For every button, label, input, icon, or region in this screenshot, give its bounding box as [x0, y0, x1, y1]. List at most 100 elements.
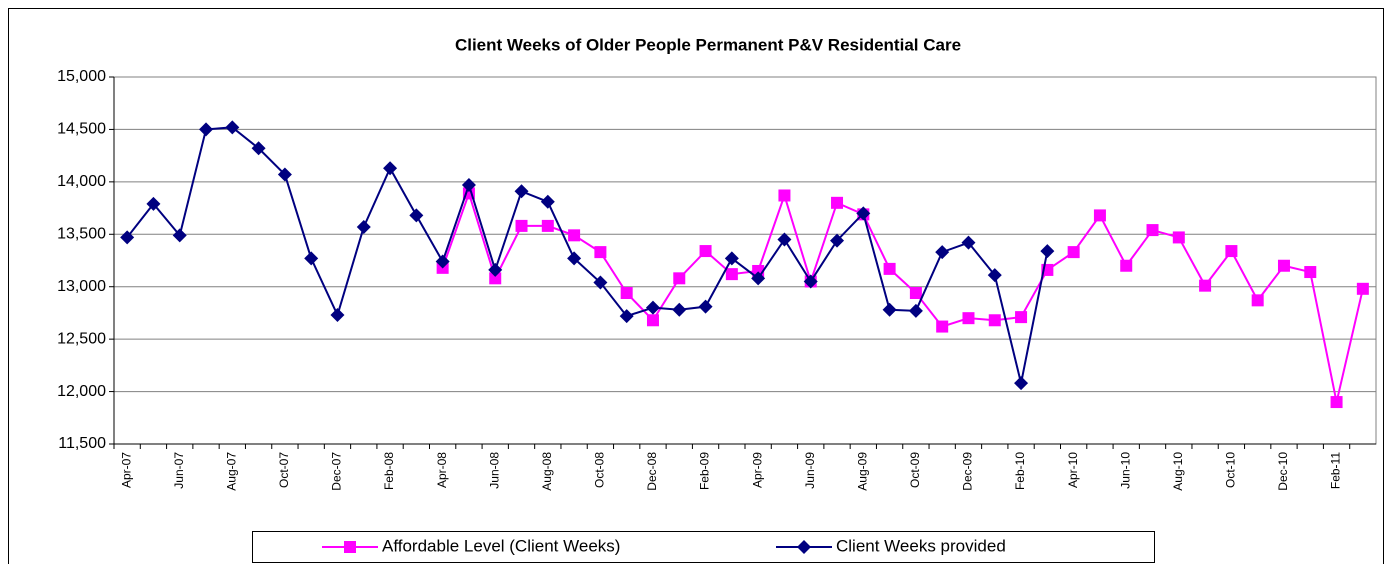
x-tick-label: Oct-10 — [1224, 452, 1238, 488]
marker — [383, 161, 398, 176]
marker — [461, 178, 476, 193]
y-tick-label: 14,500 — [57, 121, 106, 138]
marker — [1277, 259, 1290, 272]
marker — [489, 272, 502, 285]
marker — [1120, 259, 1133, 272]
marker — [251, 141, 266, 156]
y-tick-label: 13,500 — [57, 226, 106, 243]
marker — [935, 245, 950, 260]
marker — [673, 272, 686, 285]
x-tick-label: Oct-08 — [593, 452, 607, 488]
marker — [172, 228, 187, 243]
marker — [777, 232, 792, 247]
marker — [803, 274, 818, 289]
legend-label: Affordable Level (Client Weeks) — [382, 536, 620, 555]
marker — [594, 246, 607, 259]
marker — [751, 271, 766, 286]
marker — [856, 206, 871, 221]
marker — [514, 184, 529, 199]
x-tick-label: Dec-10 — [1276, 452, 1290, 491]
y-tick-label: 13,000 — [57, 278, 106, 295]
marker — [146, 196, 161, 211]
marker — [409, 208, 424, 223]
legend-box — [252, 531, 1155, 563]
marker — [961, 235, 976, 250]
marker — [356, 219, 371, 234]
marker — [435, 254, 450, 269]
marker — [277, 167, 292, 182]
marker — [330, 308, 345, 323]
marker — [831, 196, 844, 209]
x-tick-label: Feb-08 — [382, 452, 396, 490]
marker — [646, 314, 659, 327]
x-tick-label: Aug-08 — [540, 452, 554, 491]
marker — [1014, 376, 1029, 391]
marker — [909, 287, 922, 300]
marker — [568, 229, 581, 242]
marker — [936, 320, 949, 333]
marker — [540, 194, 555, 209]
marker — [1093, 209, 1106, 222]
x-tick-label: Feb-11 — [1329, 452, 1343, 489]
x-tick-label: Jun-07 — [172, 452, 186, 489]
marker — [1304, 266, 1317, 279]
x-tick-label: Dec-07 — [330, 452, 344, 491]
y-tick-label: 14,000 — [57, 173, 106, 190]
x-tick-label: Aug-10 — [1171, 452, 1185, 491]
marker — [698, 299, 713, 314]
marker — [672, 302, 687, 317]
plot-area — [113, 76, 1377, 445]
marker — [620, 287, 633, 300]
marker — [778, 189, 791, 202]
marker — [724, 251, 739, 266]
x-tick-label: Oct-07 — [277, 452, 291, 488]
marker — [908, 303, 923, 318]
y-tick-label: 11,500 — [58, 435, 106, 452]
x-tick-label: Feb-09 — [698, 452, 712, 490]
x-tick-label: Apr-07 — [119, 452, 133, 488]
marker — [225, 120, 240, 135]
marker — [1199, 279, 1212, 292]
marker — [1067, 246, 1080, 259]
marker — [1172, 231, 1185, 244]
marker — [120, 230, 135, 245]
marker — [1015, 311, 1028, 324]
legend-marker — [344, 541, 356, 553]
marker — [725, 268, 738, 281]
legend-marker — [797, 540, 811, 554]
x-tick-label: Apr-08 — [435, 452, 449, 488]
marker — [699, 245, 712, 258]
marker — [1356, 282, 1369, 295]
marker — [515, 219, 528, 232]
marker — [199, 122, 214, 137]
y-tick-label: 12,000 — [57, 383, 106, 400]
marker — [882, 302, 897, 317]
marker — [1040, 244, 1055, 259]
y-tick-label: 15,000 — [57, 68, 106, 85]
x-tick-label: Jun-09 — [803, 452, 817, 489]
marker — [830, 233, 845, 248]
x-tick-label: Jun-08 — [487, 452, 501, 489]
x-tick-label: Oct-09 — [908, 452, 922, 488]
legend-label: Client Weeks provided — [836, 536, 1006, 555]
x-tick-label: Aug-07 — [224, 452, 238, 491]
x-tick-label: Dec-08 — [645, 452, 659, 491]
marker — [619, 309, 634, 324]
x-tick-label: Aug-09 — [855, 452, 869, 491]
x-tick-label: Feb-10 — [1013, 452, 1027, 490]
x-tick-label: Apr-10 — [1066, 452, 1080, 488]
marker — [645, 300, 660, 315]
marker — [883, 262, 896, 275]
marker — [304, 251, 319, 266]
y-tick-label: 12,500 — [57, 330, 106, 347]
marker — [987, 268, 1002, 283]
marker — [1225, 245, 1238, 258]
marker — [1146, 224, 1159, 237]
marker — [1251, 294, 1264, 307]
x-tick-label: Dec-09 — [961, 452, 975, 491]
marker — [988, 314, 1001, 327]
marker — [1330, 396, 1343, 409]
x-tick-label: Apr-09 — [750, 452, 764, 488]
